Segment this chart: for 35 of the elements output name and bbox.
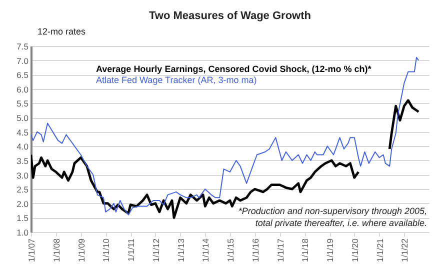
y-tick-label: 4.0 — [16, 142, 29, 152]
x-tick-label: 1/1/10 — [101, 238, 112, 262]
annotation: *Production and non-supervisory through 2005, total private thereafter, i.e. where available. — [238, 206, 427, 228]
x-tick-label: 1/1/15 — [226, 238, 236, 262]
y-tick-label: 1.0 — [16, 228, 29, 238]
y-tick-label: 6.0 — [16, 84, 29, 94]
x-tick-label: 1/1/14 — [200, 238, 211, 262]
y-tick-label: 6.5 — [16, 70, 29, 80]
x-tick-label: 1/1/09 — [76, 238, 86, 262]
y-tick-label: 7.0 — [16, 56, 29, 66]
y-axis-title: 12-mo rates — [38, 26, 86, 36]
y-tick-label: 1.5 — [16, 213, 29, 224]
x-tick-label: 1/1/12 — [150, 238, 161, 262]
y-tick-label: 3.5 — [16, 156, 29, 166]
text: Average Hourly Earnings, Censored Covid Shock, (12-mo % ch)* — [96, 64, 372, 74]
x-tick-label: 1/1/11 — [126, 238, 136, 262]
y-tick-label: 2.0 — [16, 198, 29, 209]
y-tick-label: 5.0 — [16, 113, 29, 124]
x-tick-label: 1/1/21 — [374, 238, 385, 262]
x-tick-label: 1/1/17 — [275, 238, 286, 262]
text: Atlate Fed Wage Tracker (AR, 3-mo ma) — [96, 75, 257, 85]
x-tick-label: 1/1/18 — [300, 238, 310, 262]
y-tick-label: 4.5 — [16, 127, 29, 138]
chart-title: Two Measures of Wage Growth — [149, 10, 312, 22]
y-tick-label: 5.5 — [16, 98, 29, 109]
y-tick-label: 2.5 — [16, 184, 29, 195]
x-tick-label: 1/1/16 — [250, 238, 260, 262]
x-tick-label: 1/1/19 — [325, 238, 335, 262]
y-tick-label: 3.0 — [16, 170, 29, 180]
x-tick-label: 1/1/22 — [400, 238, 410, 262]
y-tick-label: 7.5 — [16, 42, 29, 52]
x-tick-label: 1/1/13 — [176, 238, 186, 262]
x-tick-label: 1/1/08 — [51, 238, 62, 262]
x-tick-label: 1/1/20 — [350, 238, 360, 262]
x-tick-label: 1/1/07 — [26, 238, 36, 262]
